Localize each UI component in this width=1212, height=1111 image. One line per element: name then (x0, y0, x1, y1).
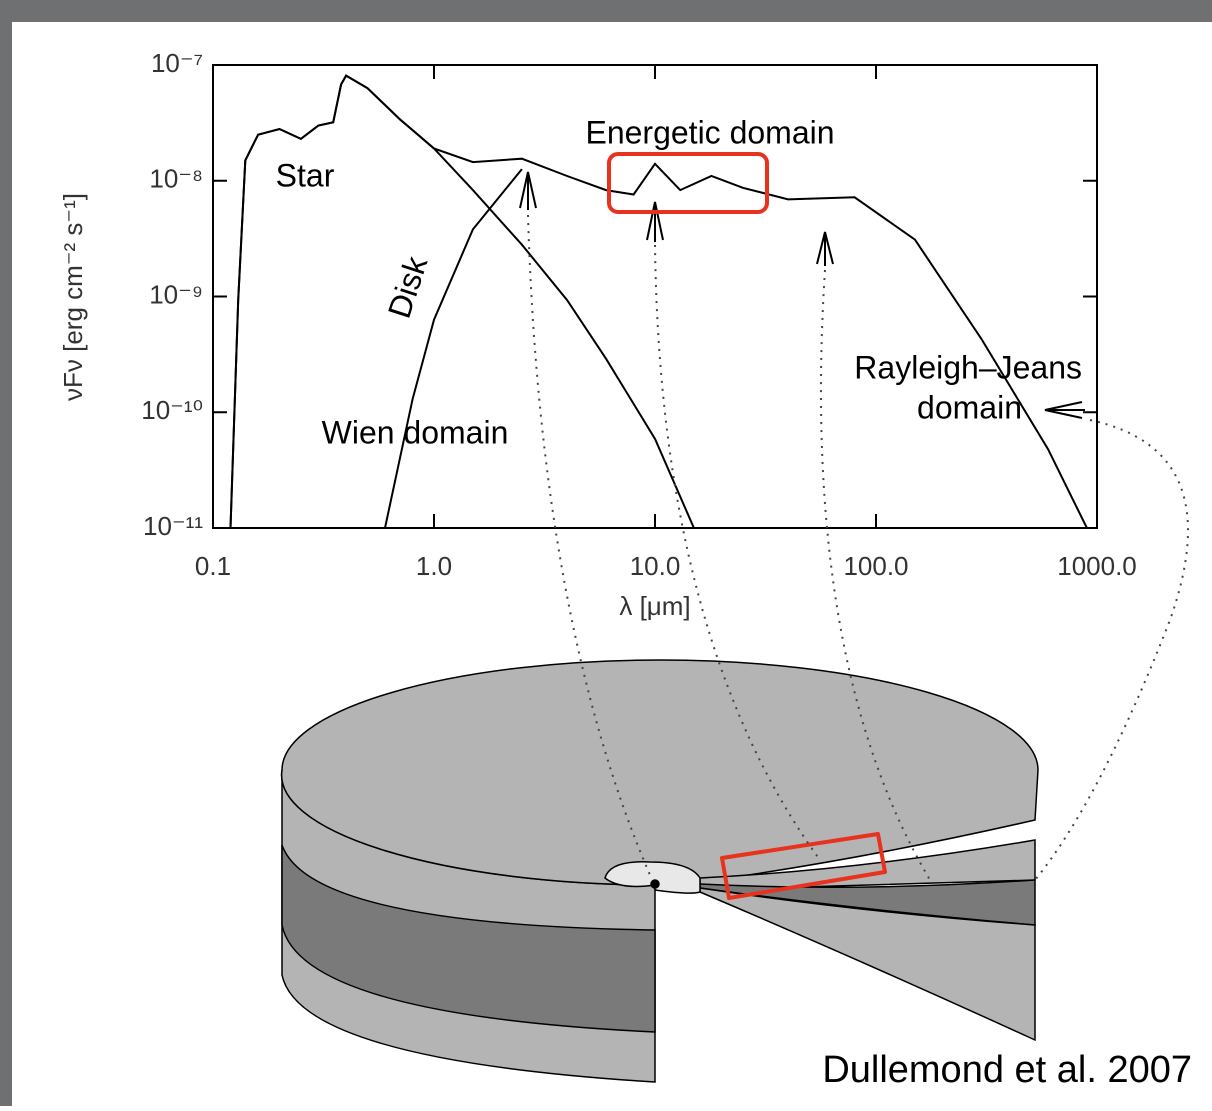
y-tick-label: 10⁻⁸ (149, 164, 203, 194)
x-tick-label: 0.1 (195, 551, 231, 581)
credit: Dullemond et al. 2007 (822, 1049, 1192, 1091)
x-tick-label: 10.0 (630, 551, 681, 581)
sed-curve (229, 74, 695, 529)
sed-plot: λ [μm] νFν [erg cm⁻² s⁻¹] 0.1 1.0 10.0 100.… (58, 48, 1137, 621)
y-tick-label: 10⁻¹⁰ (141, 395, 203, 425)
annotation: Wien domain (322, 414, 509, 450)
disk-hole (604, 861, 701, 894)
connector (527, 214, 651, 876)
y-axis-title: νFν [erg cm⁻² s⁻¹] (58, 193, 88, 401)
sed-curve (384, 168, 523, 529)
x-axis-title: λ [μm] (619, 591, 690, 621)
x-tick-label: 100.0 (843, 551, 908, 581)
arrow (519, 171, 537, 210)
x-tick-label: 1.0 (416, 551, 452, 581)
highlight-box (720, 832, 887, 900)
annotation: Energetic domain (585, 114, 834, 150)
arrow (816, 231, 834, 266)
connector-lines (527, 214, 1189, 881)
disk-side-dark-band (281, 844, 656, 1033)
arrow (1044, 401, 1085, 419)
connector (654, 244, 821, 861)
annotation: domain (917, 389, 1022, 425)
disk-top (280, 659, 1039, 886)
arrows (519, 171, 1085, 419)
annotation: Star (276, 157, 335, 193)
arrow (646, 201, 664, 242)
y-tick-label: 10⁻⁹ (149, 279, 203, 309)
y-tick-label: 10⁻¹¹ (143, 511, 203, 541)
annotation: Rayleigh–Jeans (854, 349, 1082, 385)
highlight-box (607, 152, 769, 214)
y-tick-label: 10⁻⁷ (151, 48, 203, 78)
star (650, 879, 660, 889)
x-tick-label: 1000.0 (1057, 551, 1137, 581)
disk-diagram (280, 659, 1039, 1083)
disk-cut-lower (699, 887, 1036, 1042)
